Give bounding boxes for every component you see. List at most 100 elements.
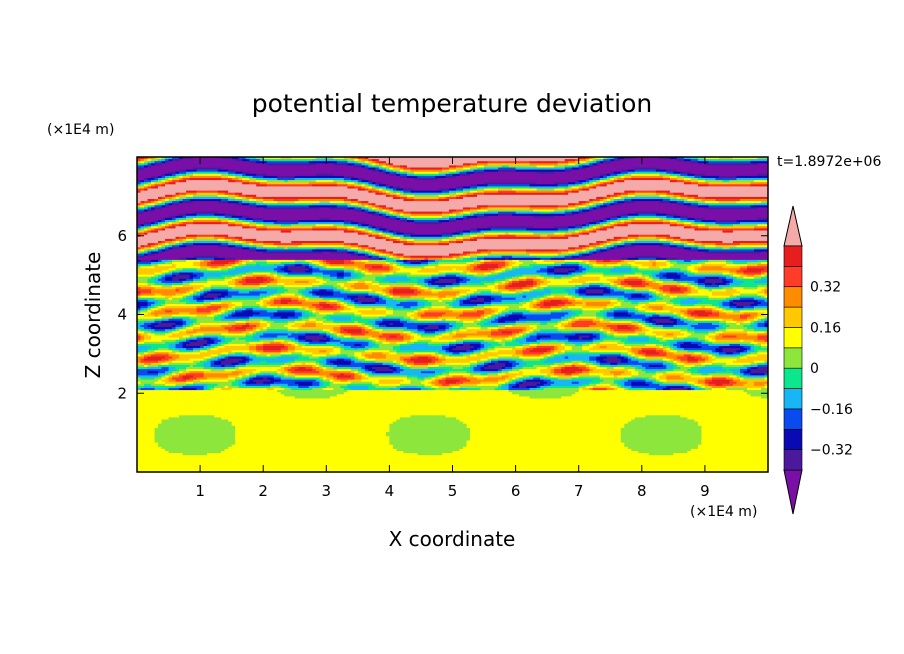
field-cell: [540, 297, 545, 301]
field-cell: [448, 308, 475, 311]
field-cell: [263, 178, 278, 181]
field-cell: [697, 249, 710, 253]
field-cell: [147, 186, 152, 190]
field-cell: [392, 213, 401, 217]
field-cell: [343, 270, 352, 274]
field-cell: [617, 217, 622, 221]
field-cell: [641, 325, 646, 328]
field-cell: [382, 255, 387, 259]
field-cell: [186, 339, 191, 343]
field-cell: [378, 205, 387, 208]
field-cell: [529, 161, 559, 164]
field-cell: [291, 157, 317, 160]
field-cell: [294, 259, 306, 263]
field-cell: [641, 322, 646, 326]
field-cell: [631, 287, 653, 290]
field-cell: [466, 327, 482, 330]
field-cell: [140, 287, 156, 290]
field-cell: [708, 205, 752, 208]
field-cell: [697, 182, 710, 185]
field-cell: [620, 285, 625, 288]
field-cell: [189, 178, 222, 181]
field-cell: [315, 157, 334, 160]
field-cell: [760, 289, 766, 292]
field-cell: [606, 175, 611, 179]
field-cell: [750, 184, 768, 187]
field-cell: [757, 335, 768, 339]
field-cell: [627, 192, 636, 196]
field-cell: [690, 178, 699, 181]
field-cell: [417, 283, 426, 286]
field-cell: [550, 310, 562, 313]
field-cell: [294, 264, 303, 267]
field-cell: [456, 188, 464, 192]
field-cell: [592, 249, 597, 253]
field-cell: [529, 230, 559, 234]
field-cell: [424, 283, 429, 286]
field-cell: [413, 217, 440, 221]
field-cell: [655, 190, 671, 194]
field-cell: [722, 325, 731, 328]
field-cell: [158, 360, 166, 364]
field-cell: [140, 205, 145, 208]
field-cell: [561, 354, 601, 358]
field-cell: [168, 297, 173, 301]
field-cell: [189, 322, 194, 326]
field-cell: [746, 356, 768, 360]
field-cell: [704, 287, 724, 290]
field-cell: [743, 308, 755, 311]
field-cell: [470, 354, 478, 358]
field-cell: [690, 203, 699, 206]
field-cell: [147, 203, 156, 206]
field-cell: [599, 205, 608, 208]
field-cell: [235, 236, 243, 240]
field-cell: [463, 167, 471, 171]
field-cell: [645, 304, 667, 307]
field-cell: [655, 291, 660, 295]
field-cell: [259, 182, 268, 185]
field-cell: [445, 348, 454, 351]
field-cell: [666, 264, 674, 267]
field-cell: [757, 318, 762, 322]
field-cell: [333, 163, 348, 166]
field-cell: [438, 354, 443, 358]
field-cell: [431, 289, 443, 292]
field-cell: [484, 314, 489, 318]
field-cell: [575, 213, 622, 217]
field-cell: [385, 167, 390, 171]
field-cell: [228, 241, 236, 244]
field-cell: [452, 234, 457, 238]
field-cell: [564, 346, 573, 349]
field-cell: [641, 350, 657, 353]
field-cell: [224, 276, 233, 280]
field-cell: [578, 264, 583, 267]
field-cell: [389, 268, 394, 271]
field-cell: [368, 203, 373, 206]
field-cell: [392, 264, 398, 267]
field-cell: [354, 283, 366, 286]
field-cell: [512, 255, 538, 259]
field-cell: [175, 226, 243, 229]
field-cell: [757, 157, 768, 160]
field-cell: [151, 289, 177, 292]
field-cell: [172, 247, 180, 250]
field-cell: [235, 274, 243, 278]
field-cell: [620, 215, 629, 219]
field-cell: [368, 287, 387, 290]
field-cell: [326, 266, 345, 269]
field-cell: [631, 264, 643, 267]
field-cell: [648, 259, 657, 263]
field-cell: [620, 358, 629, 362]
field-cell: [396, 209, 405, 213]
field-cell: [245, 278, 268, 282]
field-cell: [186, 220, 194, 223]
field-cell: [610, 182, 615, 185]
field-cell: [256, 238, 387, 242]
field-cell: [655, 322, 678, 326]
field-cell: [722, 306, 731, 309]
field-cell: [477, 228, 492, 232]
field-cell: [256, 301, 264, 305]
field-cell: [676, 320, 685, 324]
field-cell: [175, 194, 180, 198]
field-cell: [466, 272, 478, 276]
